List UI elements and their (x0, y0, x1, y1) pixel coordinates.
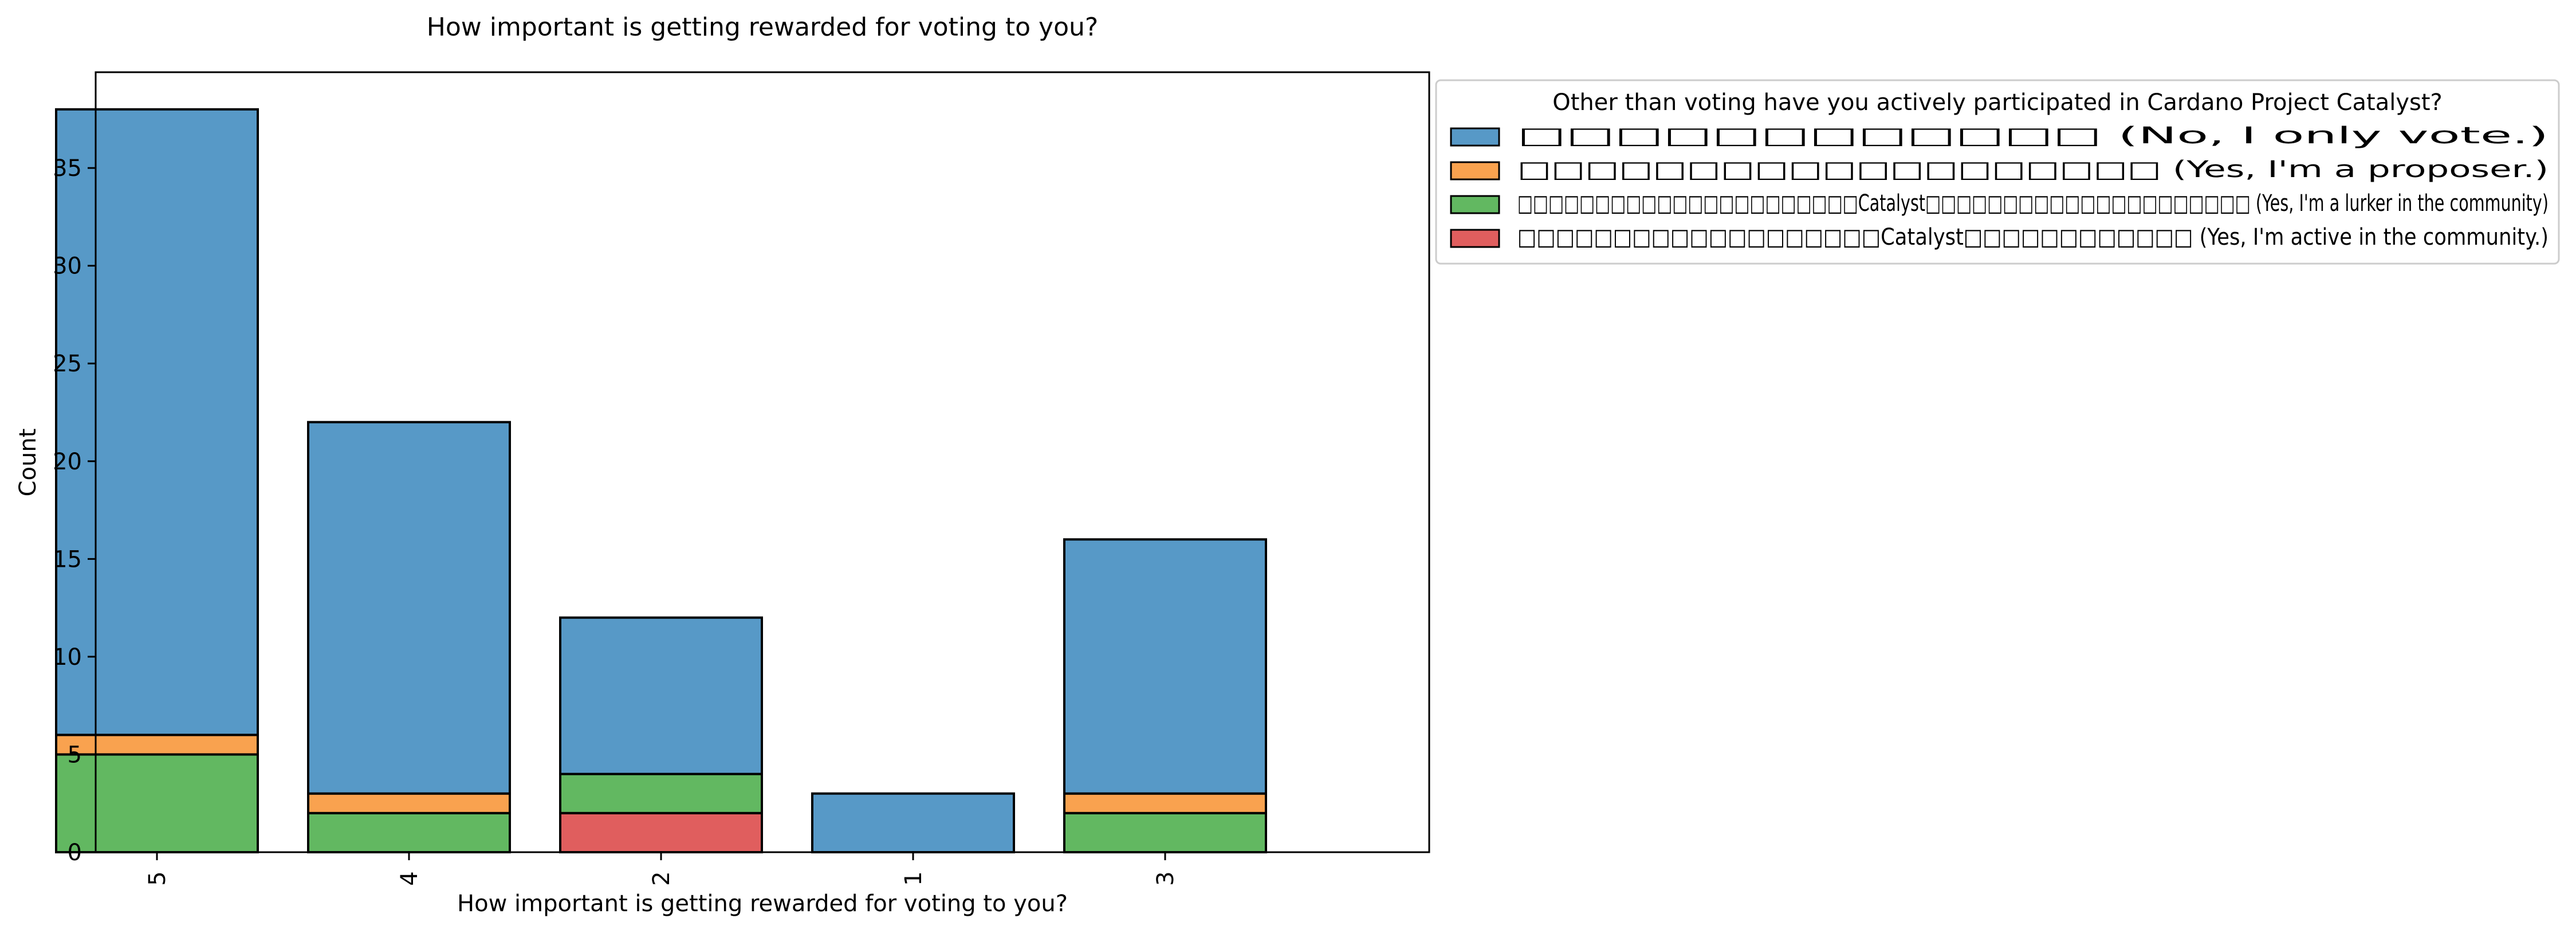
bar-segment (811, 792, 1015, 854)
bar-segment (1063, 812, 1267, 853)
chart-title: How important is getting rewarded for vo… (427, 13, 1098, 42)
legend: Other than voting have you actively part… (1435, 79, 2560, 265)
legend-title: Other than voting have you actively part… (1552, 89, 2443, 116)
bar-segment (307, 421, 511, 795)
bar-segment (1063, 538, 1267, 795)
plot-frame (95, 71, 1430, 853)
y-axis-label: Count (15, 429, 41, 497)
bar-segment (559, 773, 763, 814)
y-tick-label: 5 (68, 742, 82, 768)
legend-swatch (1450, 161, 1500, 181)
y-tick-label: 10 (53, 644, 82, 671)
bar-segment (559, 616, 763, 775)
x-tick-label: 1 (900, 871, 927, 885)
bar-segment (55, 108, 259, 736)
x-tick-label: 2 (648, 871, 675, 885)
x-tick-label: 5 (144, 871, 171, 885)
bar-segment (559, 812, 763, 853)
x-tick-label: 4 (396, 871, 423, 885)
bar-segment (307, 812, 511, 853)
legend-frame (1435, 79, 2560, 265)
y-tick-label: 30 (53, 253, 82, 280)
bar-segment (55, 753, 259, 853)
x-axis-label: How important is getting rewarded for vo… (457, 891, 1068, 917)
legend-swatch (1450, 229, 1500, 248)
x-axis: 5 4 2 1 3 (144, 852, 1179, 886)
legend-items: □□□□□□□□□□□□ (No, I only vote.) □□□□□□□□□… (1450, 123, 2549, 250)
y-tick-label: 35 (53, 155, 82, 182)
legend-label: □□□□□□□□□□□□□□□□□□□□□□Catalyst□□□□□□□□□□… (1517, 190, 2549, 217)
y-axis: 0 5 10 15 20 25 30 35 (53, 155, 96, 866)
legend-label: □□□□□□□□□□□□□□□□□□□Catalyst□□□□□□□□□□□□ … (1517, 224, 2549, 250)
y-tick-label: 20 (53, 449, 82, 475)
y-tick-label: 25 (53, 351, 82, 377)
legend-label: □□□□□□□□□□□□□□□□□□□ (Yes, I'm a proposer… (1517, 156, 2549, 183)
bar-segment (1063, 792, 1267, 814)
legend-label: □□□□□□□□□□□□ (No, I only vote.) (1517, 123, 2549, 149)
x-tick-label: 3 (1153, 871, 1179, 885)
y-tick-label: 0 (68, 840, 82, 866)
legend-swatch (1450, 127, 1500, 147)
y-tick-label: 15 (53, 546, 82, 573)
bar-segment (55, 734, 259, 756)
bars (55, 108, 1267, 854)
bar-segment (307, 792, 511, 814)
legend-swatch (1450, 195, 1500, 214)
